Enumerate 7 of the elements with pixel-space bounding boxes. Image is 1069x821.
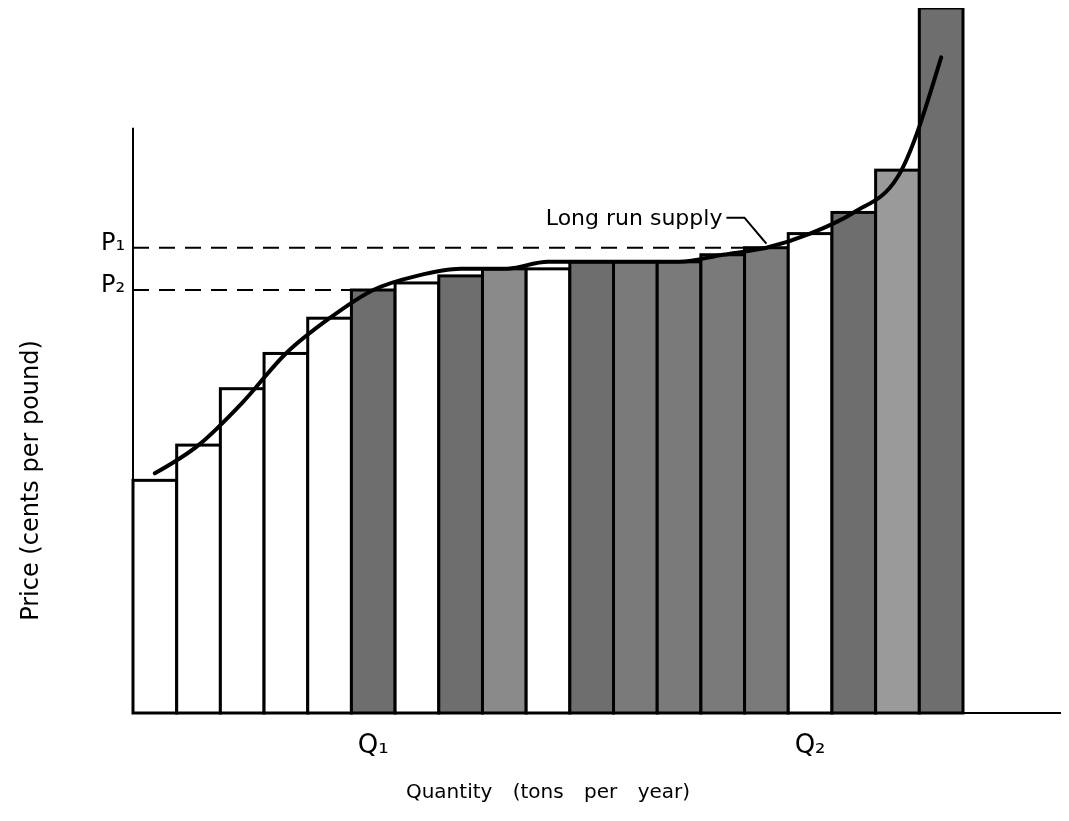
x-axis-title: Quantity (tons per year) [405,779,691,803]
x-tick-label: Q₁ [357,729,389,759]
y-axis-title: Price (cents per pound) [16,340,44,621]
x-tick-label: Q₂ [794,729,826,759]
ref-line-label: P₁ [100,227,125,256]
legend-label: Long run supply [545,204,723,230]
ref-line-label: P₂ [100,270,125,298]
